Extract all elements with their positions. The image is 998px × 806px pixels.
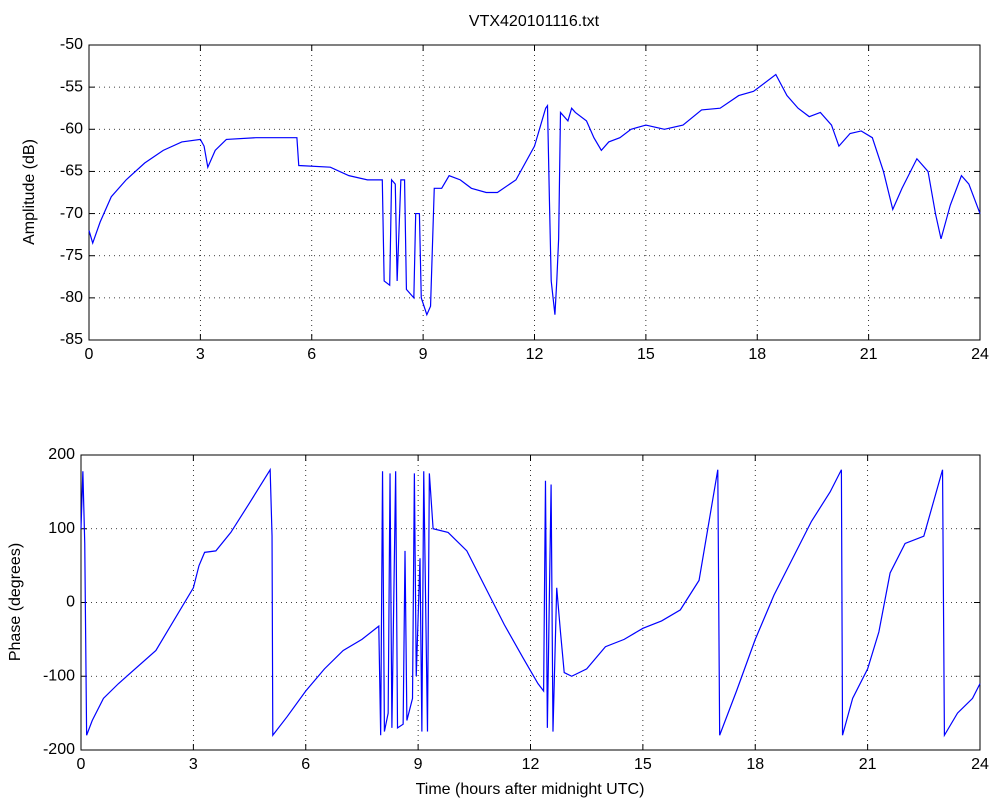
- x-tick-label: 9: [419, 346, 428, 363]
- x-tick-label: 3: [189, 756, 198, 773]
- x-tick-label: 0: [85, 346, 94, 363]
- y-tick-label: -65: [60, 163, 83, 180]
- y-tick-label: -75: [60, 247, 83, 264]
- y-axis-label: Amplitude (dB): [21, 139, 38, 245]
- data-line: [88, 73, 981, 317]
- x-tick-label: 24: [971, 346, 989, 363]
- x-tick-label: 12: [522, 756, 540, 773]
- x-tick-label: 9: [414, 756, 423, 773]
- y-tick-label: -70: [60, 205, 83, 222]
- x-tick-label: 15: [634, 756, 652, 773]
- y-tick-label: -55: [60, 78, 83, 95]
- x-tick-label: 18: [746, 756, 764, 773]
- y-tick-label: -50: [60, 36, 83, 53]
- x-tick-label: 21: [859, 756, 877, 773]
- y-tick-label: 100: [48, 520, 75, 537]
- y-axis-label: Phase (degrees): [7, 543, 24, 661]
- x-tick-label: 3: [196, 346, 205, 363]
- plot-frame: [88, 44, 981, 341]
- plot-frame: [80, 454, 981, 751]
- y-tick-label: 0: [66, 594, 75, 611]
- x-tick-label: 6: [301, 756, 310, 773]
- x-tick-label: 21: [860, 346, 878, 363]
- y-tick-label: -85: [60, 331, 83, 348]
- x-axis-label: Time (hours after midnight UTC): [416, 781, 645, 798]
- y-tick-label: -80: [60, 289, 83, 306]
- y-tick-label: -60: [60, 121, 83, 138]
- y-tick-label: -100: [43, 667, 75, 684]
- x-tick-label: 24: [971, 756, 989, 773]
- y-tick-label: 200: [48, 446, 75, 463]
- x-tick-label: 15: [637, 346, 655, 363]
- x-tick-label: 6: [307, 346, 316, 363]
- data-line: [80, 467, 981, 738]
- x-tick-label: 12: [526, 346, 544, 363]
- x-tick-label: 0: [77, 756, 86, 773]
- chart-title: VTX420101116.txt: [469, 13, 600, 30]
- y-tick-label: -200: [43, 741, 75, 758]
- x-tick-label: 18: [748, 346, 766, 363]
